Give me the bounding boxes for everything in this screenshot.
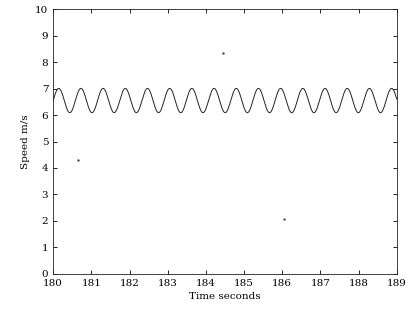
Point [220,50,226,55]
Y-axis label: Speed m/s: Speed m/s [20,114,29,169]
X-axis label: Time seconds: Time seconds [189,292,261,301]
Point [281,217,288,222]
Point [75,157,81,162]
